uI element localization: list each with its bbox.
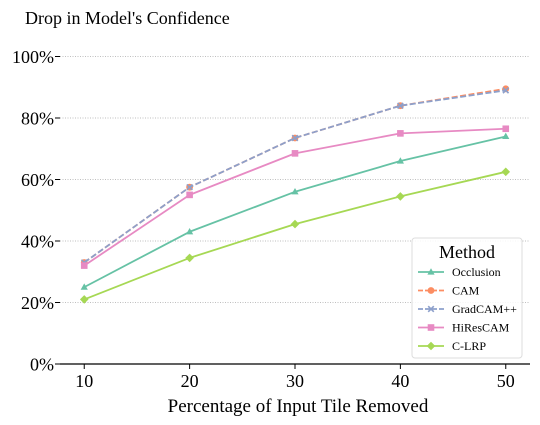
x-tick-label: 10 <box>75 371 93 391</box>
data-point <box>397 102 404 110</box>
data-point <box>186 191 193 199</box>
legend-label: GradCAM++ <box>452 302 517 316</box>
legend-marker <box>427 287 435 294</box>
data-point <box>502 125 510 133</box>
legend-label: C-LRP <box>452 339 486 353</box>
series-lines <box>79 85 511 304</box>
legend-item: C-LRP <box>418 339 486 353</box>
series-occlusion <box>80 132 510 290</box>
series-line <box>83 87 506 264</box>
data-point <box>396 157 404 164</box>
data-point <box>291 150 299 157</box>
legend-item: Occlusion <box>418 265 501 279</box>
legend-item: HiResCAM <box>418 321 510 335</box>
data-point <box>186 227 194 235</box>
y-tick-label: 80% <box>21 109 54 129</box>
series-c-lrp <box>79 167 511 304</box>
data-point <box>291 188 299 195</box>
data-point <box>502 86 510 94</box>
legend-label: Occlusion <box>452 265 501 279</box>
legend-marker <box>427 305 435 313</box>
x-tick-label: 50 <box>497 371 515 391</box>
legend-title: Method <box>439 242 495 262</box>
legend-label: HiResCAM <box>452 321 510 335</box>
data-point <box>80 262 88 269</box>
data-point <box>501 167 511 177</box>
data-point <box>397 130 404 137</box>
legend-marker <box>427 268 435 275</box>
y-tick-label: 100% <box>12 47 54 67</box>
data-point <box>396 192 405 201</box>
data-point <box>79 295 89 304</box>
x-tick-label: 30 <box>286 371 304 391</box>
legend-item: GradCAM++ <box>418 302 517 316</box>
y-tick-label: 0% <box>30 355 54 375</box>
data-point <box>186 183 193 191</box>
y-tick-label: 40% <box>21 232 54 252</box>
legend-marker <box>426 341 436 351</box>
x-tick-label: 40 <box>391 371 409 391</box>
y-tick-label: 60% <box>21 170 54 190</box>
legend: Method Occlusion CAM GradCAM++ HiResCAM C-LRP <box>411 237 523 359</box>
x-axis-label: Percentage of Input Tile Removed <box>168 396 429 417</box>
legend-label: CAM <box>452 284 480 298</box>
x-tick-label: 20 <box>181 371 199 391</box>
data-point <box>290 219 300 229</box>
data-point <box>185 253 194 263</box>
grid-lines <box>60 56 530 303</box>
series-hirescam <box>80 125 510 269</box>
y-tick-label: 20% <box>21 293 54 313</box>
x-axis-ticks: 10 20 30 40 50 <box>75 364 515 391</box>
legend-marker <box>427 324 435 331</box>
y-axis-ticks: 0% 20% 40% 60% 80% 100% <box>12 47 60 375</box>
data-point <box>291 134 299 142</box>
data-point <box>502 132 510 140</box>
series-line <box>83 89 506 264</box>
data-point <box>80 283 88 290</box>
legend-item: CAM <box>418 284 480 298</box>
chart-title: Drop in Model's Confidence <box>25 8 230 28</box>
